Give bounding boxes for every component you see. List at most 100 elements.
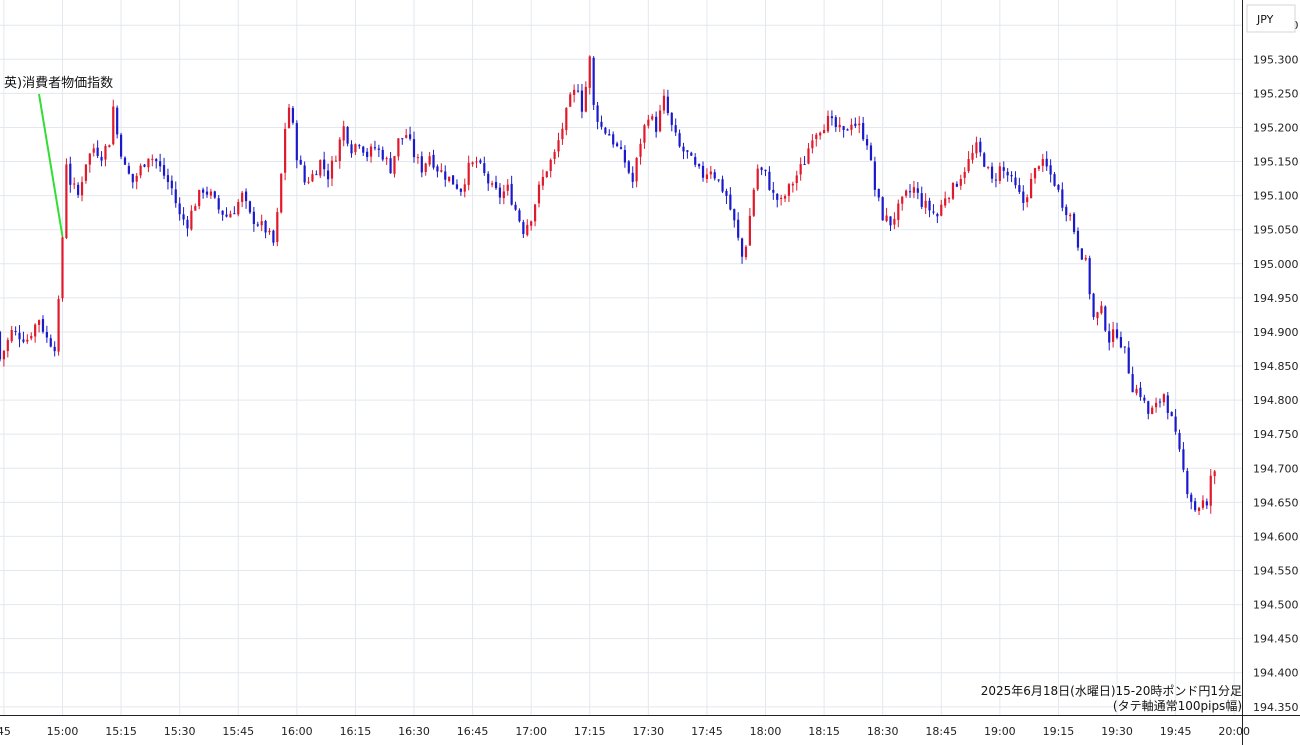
candle-body xyxy=(635,157,638,182)
candle-body xyxy=(1194,501,1197,511)
y-tick-label: 195.050 xyxy=(1253,224,1299,237)
candle-body xyxy=(573,89,576,95)
candle-body xyxy=(467,162,470,185)
candle xyxy=(37,319,41,333)
candle xyxy=(928,197,931,218)
candle-body xyxy=(41,319,45,332)
candle-body xyxy=(557,140,560,152)
candle-body xyxy=(487,173,490,184)
candle xyxy=(30,332,33,341)
candle xyxy=(1108,323,1111,351)
candle-body xyxy=(389,158,392,174)
candle-body xyxy=(162,165,166,176)
candle xyxy=(889,216,892,231)
candle-body xyxy=(947,198,951,200)
candle-body xyxy=(2,350,6,360)
candle-body xyxy=(1061,189,1064,208)
candle xyxy=(416,153,420,164)
candle-body xyxy=(569,94,572,107)
candle-body xyxy=(272,230,275,243)
candle xyxy=(159,153,162,172)
candle xyxy=(908,184,912,198)
candle xyxy=(487,171,490,191)
candle-body xyxy=(690,152,693,156)
candle xyxy=(979,137,982,157)
y-tick-label: 194.900 xyxy=(1253,326,1299,339)
candle-body xyxy=(155,159,158,162)
candle-body xyxy=(65,164,68,238)
candle-body xyxy=(143,164,146,167)
candle xyxy=(940,199,943,217)
candle xyxy=(475,156,478,169)
y-tick-label: 194.350 xyxy=(1253,701,1299,714)
candle-body xyxy=(459,188,462,192)
candle xyxy=(436,164,439,178)
candle-body xyxy=(330,160,334,179)
candle xyxy=(350,140,353,158)
candle xyxy=(1049,159,1052,183)
candle-body xyxy=(819,132,822,136)
candle-body xyxy=(760,167,763,171)
candle xyxy=(334,155,337,162)
candle xyxy=(405,128,408,139)
candle xyxy=(491,180,494,188)
y-tick-label: 194.650 xyxy=(1253,496,1299,509)
candle-body xyxy=(455,184,459,189)
candle xyxy=(34,323,37,343)
candle xyxy=(498,183,502,205)
candle-body xyxy=(549,159,552,172)
candle-body xyxy=(565,107,568,131)
candle-body xyxy=(1139,387,1142,398)
candle-body xyxy=(295,123,298,161)
candle-body xyxy=(869,145,873,161)
y-tick-label: 195.200 xyxy=(1253,121,1299,134)
candle-body xyxy=(928,200,931,211)
candle-body xyxy=(471,162,474,165)
candle xyxy=(1178,429,1181,452)
candle xyxy=(1092,292,1095,320)
candle xyxy=(846,128,849,131)
candle xyxy=(791,181,794,193)
candle xyxy=(1084,254,1087,262)
candle-body xyxy=(541,176,544,186)
candle xyxy=(448,176,451,183)
candle-body xyxy=(436,166,439,172)
candle xyxy=(1053,171,1056,187)
candle xyxy=(299,155,302,165)
candle xyxy=(467,155,470,191)
candle xyxy=(155,158,158,169)
candle-body xyxy=(174,189,177,204)
candle xyxy=(1096,311,1099,326)
candle-body xyxy=(1119,337,1123,348)
x-tick-label: 20:00 xyxy=(1218,725,1250,738)
candle-body xyxy=(1127,347,1130,374)
candle xyxy=(291,106,295,125)
candle-body xyxy=(350,144,353,154)
candle xyxy=(787,182,791,202)
candle-body xyxy=(1084,257,1087,260)
candle-body xyxy=(1080,248,1083,260)
candle xyxy=(678,129,681,148)
candle-body xyxy=(944,198,947,206)
candle xyxy=(174,181,177,208)
candle xyxy=(342,120,345,147)
candle xyxy=(151,154,154,167)
candle-body xyxy=(545,171,548,177)
candle xyxy=(510,175,513,206)
candle xyxy=(631,166,634,189)
y-tick-label: 195.150 xyxy=(1253,156,1299,169)
x-tick-label: 15:15 xyxy=(105,725,137,738)
candle xyxy=(53,341,56,357)
candle xyxy=(549,158,552,178)
candle-body xyxy=(151,158,154,160)
candle-body xyxy=(787,184,791,196)
candle xyxy=(162,157,166,180)
candle-body xyxy=(299,159,302,165)
candle-body xyxy=(201,189,205,193)
candle xyxy=(451,175,455,185)
candle-body xyxy=(721,179,724,192)
candle xyxy=(241,190,244,208)
candle-body xyxy=(408,134,412,139)
candle-body xyxy=(584,86,587,112)
